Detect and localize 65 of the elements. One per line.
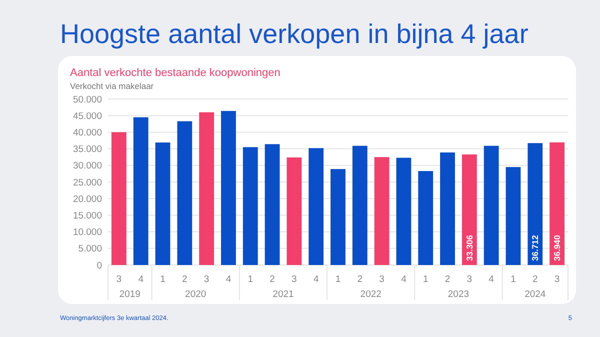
bar (286, 157, 302, 265)
y-tick-label: 35.000 (72, 144, 102, 156)
x-tick-label: 3 (292, 274, 297, 285)
data-label: 36.940 (552, 234, 562, 261)
x-tick-label: 2 (444, 274, 450, 285)
x-tick-label: 3 (554, 274, 560, 285)
x-tick-label: 4 (401, 274, 406, 285)
data-label: 33.306 (464, 234, 474, 261)
text: 2020 (185, 289, 206, 300)
y-tick-label: 10.000 (72, 227, 102, 238)
x-tick-label: 4 (313, 274, 319, 285)
y-tick-label: 30.000 (72, 160, 102, 172)
text: 2022 (360, 289, 382, 300)
bar (484, 146, 499, 265)
y-tick-label: 20.000 (72, 194, 102, 205)
y-tick-label: 5.000 (78, 244, 102, 255)
x-tick-label: 2 (270, 274, 275, 285)
text: 2021 (272, 289, 294, 300)
bar (440, 152, 455, 265)
bar (396, 158, 412, 265)
bar (506, 167, 521, 265)
y-tick-label: 45.000 (72, 110, 102, 122)
x-tick-label: 4 (226, 274, 232, 285)
y-tick-label: 0 (96, 260, 102, 272)
y-tick-label: 50.000 (72, 94, 102, 106)
bar (462, 154, 477, 265)
text: 2024 (524, 289, 546, 300)
bar (112, 132, 126, 265)
x-tick-label: 3 (116, 274, 122, 285)
x-tick-label: 1 (510, 274, 516, 285)
data-label: 36.712 (530, 234, 540, 261)
y-tick-label: 40.000 (72, 128, 102, 139)
text: 2023 (448, 289, 470, 300)
x-tick-label: 2 (357, 274, 363, 285)
bar (264, 144, 280, 265)
x-tick-label: 2 (532, 274, 538, 285)
x-tick-label: 2 (182, 274, 188, 285)
bar (199, 112, 214, 265)
bar (133, 117, 148, 265)
x-tick-label: 1 (248, 274, 254, 285)
x-tick-label: 3 (466, 274, 472, 285)
bar (418, 171, 434, 265)
y-axis-title: Verkocht via makelaar (70, 81, 154, 91)
bar (155, 142, 170, 265)
x-tick-label: 3 (379, 274, 384, 285)
bar (221, 110, 236, 265)
x-tick-label: 4 (138, 274, 144, 285)
chart-subtitle: Aantal verkochte bestaande koopwoningen (70, 67, 280, 79)
bar (550, 142, 564, 265)
x-tick-label: 1 (335, 274, 341, 285)
x-tick-label: 1 (160, 274, 166, 285)
y-tick-label: 15.000 (72, 210, 102, 222)
x-tick-label: 1 (422, 274, 428, 285)
text: 2019 (119, 289, 140, 300)
bar (374, 157, 390, 265)
bar (308, 148, 324, 265)
bar (528, 143, 543, 265)
y-tick-label: 25.000 (72, 177, 102, 188)
bar (330, 169, 346, 265)
chart-title: Hoogste aantal verkopen in bijna 4 jaar (60, 19, 528, 49)
bar (352, 146, 368, 265)
bar (242, 147, 258, 265)
bar (177, 121, 192, 265)
x-tick-label: 3 (204, 274, 210, 285)
x-tick-label: 4 (488, 274, 494, 285)
